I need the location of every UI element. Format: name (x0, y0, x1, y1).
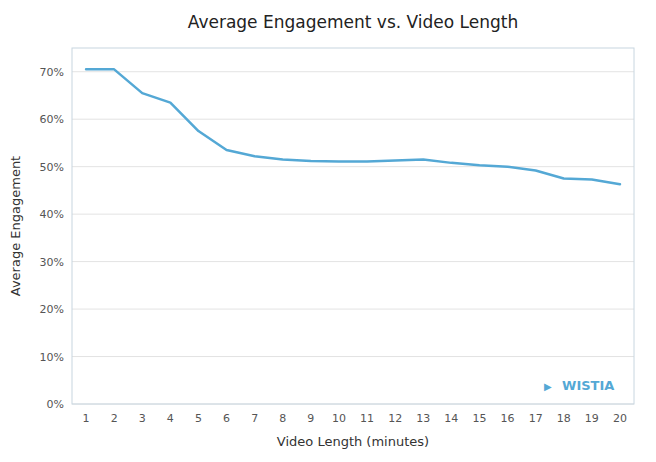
grid-line (72, 309, 634, 310)
y-tick-label: 10% (40, 351, 64, 364)
grid-line (72, 119, 634, 120)
x-tick-label: 7 (251, 412, 258, 425)
x-tick-label: 16 (501, 412, 515, 425)
grid-line (72, 261, 634, 262)
grid-line (72, 356, 634, 357)
grid (72, 72, 634, 404)
background (0, 0, 656, 462)
annotation: ▶ (544, 381, 552, 392)
x-tick-label: 11 (360, 412, 374, 425)
grid-line (72, 71, 634, 72)
x-tick-label: 18 (557, 412, 571, 425)
x-axis-label: Video Length (minutes) (277, 434, 429, 449)
y-tick-label: 60% (40, 113, 64, 126)
x-tick-label: 12 (388, 412, 402, 425)
x-tick-label: 19 (585, 412, 599, 425)
x-tick-label: 20 (613, 412, 627, 425)
x-tick-label: 13 (416, 412, 430, 425)
grid-line (72, 166, 634, 167)
x-tick-label: 1 (83, 412, 90, 425)
chart: 0%10%20%30%40%50%60%70%12345678910111213… (0, 0, 656, 462)
grid-line (72, 214, 634, 215)
line (86, 69, 620, 184)
x-tick-label: 4 (167, 412, 174, 425)
y-tick-label: 50% (40, 161, 64, 174)
x-tick-label: 10 (332, 412, 346, 425)
plot-area (86, 69, 620, 184)
y-tick-label: 40% (40, 208, 64, 221)
x-tick-label: 5 (195, 412, 202, 425)
x-tick-label: 3 (139, 412, 146, 425)
x-tick-label: 14 (444, 412, 458, 425)
axes: 0%10%20%30%40%50%60%70%12345678910111213… (40, 66, 627, 425)
plot-frame (72, 48, 634, 404)
x-tick-label: 6 (223, 412, 230, 425)
title: Average Engagement vs. Video Length (188, 12, 518, 32)
y-tick-label: 30% (40, 256, 64, 269)
x-tick-label: 17 (529, 412, 543, 425)
y-axis-label: Average Engagement (8, 156, 23, 296)
y-tick-label: 0% (47, 398, 64, 411)
x-tick-label: 15 (472, 412, 486, 425)
x-tick-label: 9 (307, 412, 314, 425)
x-tick-label: 2 (111, 412, 118, 425)
x-tick-label: 8 (279, 412, 286, 425)
annotation: WISTIA (562, 378, 614, 393)
y-tick-label: 20% (40, 303, 64, 316)
y-tick-label: 70% (40, 66, 64, 79)
